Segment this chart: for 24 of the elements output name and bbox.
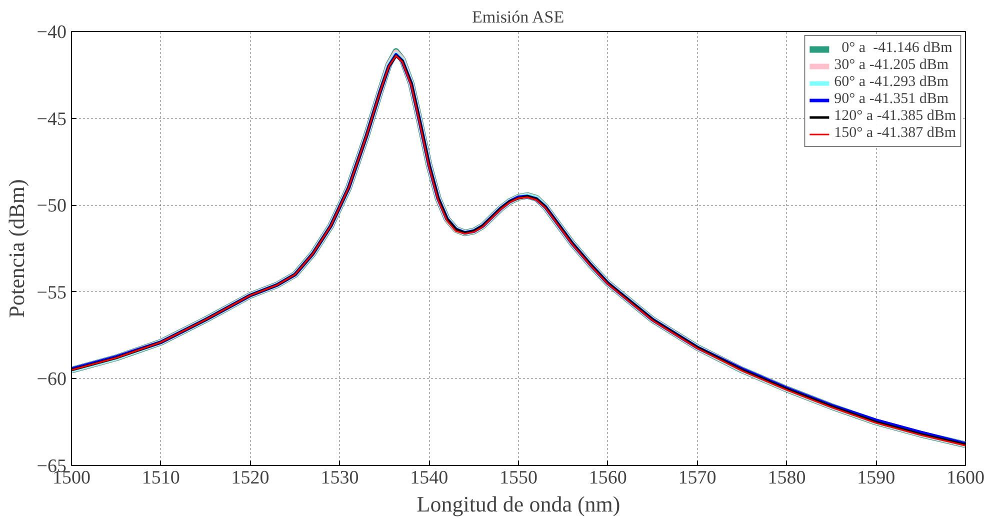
legend-label: 150° a -41.387 dBm [834,125,956,142]
x-tick-label: 1570 [678,468,716,488]
x-axis-title: Longitud de onda (nm) [416,492,620,516]
legend-label: 60° a -41.293 dBm [834,74,948,91]
x-tick-label: 1540 [410,468,448,488]
legend-label: 0° a -41.146 dBm [840,40,952,57]
y-tick-label: −50 [36,196,67,217]
x-tick-label: 1550 [500,468,538,488]
y-tick-label: −60 [36,369,67,390]
x-tick-label: 1520 [231,468,270,488]
x-tick-label: 1560 [588,468,627,488]
y-axis-title: Potencia (dBm) [4,179,29,318]
legend-label: 120° a -41.385 dBm [834,108,956,125]
chart-title: Emisión ASE [472,8,564,26]
y-tick-label: −45 [36,108,67,130]
legend-label: 90° a -41.351 dBm [834,91,948,108]
x-tick-label: 1600 [946,468,984,488]
x-tick-label: 1580 [768,468,806,488]
x-tick-label: 1530 [320,468,359,488]
legend-label: 30° a -41.205 dBm [834,57,948,74]
y-tick-label: −40 [36,22,67,43]
x-tick-label: 1590 [857,468,896,488]
y-tick-label: −55 [36,282,67,304]
x-tick-label: 1510 [142,468,180,488]
